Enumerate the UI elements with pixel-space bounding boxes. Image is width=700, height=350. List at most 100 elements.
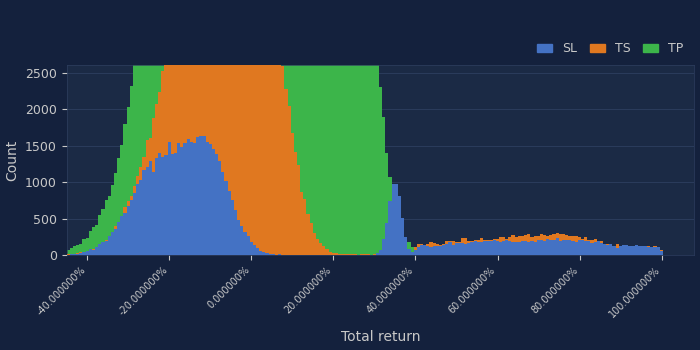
Bar bbox=[313, 0, 316, 255]
Bar bbox=[155, 104, 158, 255]
Bar bbox=[319, 243, 322, 255]
Bar bbox=[493, 239, 496, 255]
Bar bbox=[562, 239, 565, 255]
Bar bbox=[468, 243, 470, 255]
Bar bbox=[328, 0, 332, 255]
Bar bbox=[272, 0, 275, 255]
Bar bbox=[543, 240, 546, 255]
Bar bbox=[372, 254, 376, 255]
Bar bbox=[190, 0, 193, 255]
Bar bbox=[512, 241, 514, 255]
Bar bbox=[196, 137, 200, 255]
Bar bbox=[303, 199, 307, 255]
Bar bbox=[183, 143, 187, 255]
Bar bbox=[426, 246, 430, 255]
Bar bbox=[575, 236, 577, 255]
Bar bbox=[237, 0, 240, 255]
Bar bbox=[281, 66, 284, 255]
Bar bbox=[161, 71, 164, 255]
Bar bbox=[609, 244, 612, 255]
Bar bbox=[290, 0, 294, 255]
Bar bbox=[174, 0, 177, 255]
Bar bbox=[234, 0, 237, 255]
Bar bbox=[587, 240, 590, 255]
Bar bbox=[73, 254, 76, 255]
Bar bbox=[158, 0, 161, 255]
Bar bbox=[496, 240, 499, 255]
Bar bbox=[199, 0, 202, 255]
Bar bbox=[228, 0, 231, 255]
Bar bbox=[104, 201, 108, 255]
Bar bbox=[202, 136, 206, 255]
Bar bbox=[596, 241, 600, 255]
Bar bbox=[225, 0, 228, 255]
Bar bbox=[366, 0, 370, 255]
Bar bbox=[240, 0, 244, 255]
Bar bbox=[430, 242, 433, 255]
Bar bbox=[146, 167, 148, 255]
Bar bbox=[187, 0, 190, 255]
Bar bbox=[70, 248, 73, 255]
Bar bbox=[644, 246, 647, 255]
Bar bbox=[202, 0, 206, 255]
Bar bbox=[215, 0, 218, 255]
Bar bbox=[102, 209, 104, 255]
Bar bbox=[196, 0, 200, 255]
Bar bbox=[540, 240, 543, 255]
Bar bbox=[83, 239, 85, 255]
Bar bbox=[309, 0, 313, 255]
Bar bbox=[521, 237, 524, 255]
Bar bbox=[240, 0, 244, 255]
Bar bbox=[458, 242, 461, 255]
Bar bbox=[133, 193, 136, 255]
Bar bbox=[190, 0, 193, 255]
Bar bbox=[596, 243, 600, 255]
Bar bbox=[218, 161, 221, 255]
Bar bbox=[420, 252, 424, 255]
Bar bbox=[250, 243, 253, 255]
Bar bbox=[95, 225, 98, 255]
Bar bbox=[212, 149, 215, 255]
Bar bbox=[430, 247, 433, 255]
Bar bbox=[631, 246, 634, 255]
Bar bbox=[625, 246, 628, 255]
Bar bbox=[653, 246, 657, 255]
Bar bbox=[70, 254, 73, 255]
Bar bbox=[272, 254, 275, 255]
Bar bbox=[244, 0, 246, 255]
Bar bbox=[102, 242, 104, 255]
Bar bbox=[556, 233, 559, 255]
Bar bbox=[322, 0, 326, 255]
Bar bbox=[594, 242, 596, 255]
Bar bbox=[284, 89, 288, 255]
Bar bbox=[638, 246, 640, 255]
Bar bbox=[193, 0, 196, 255]
Bar bbox=[480, 238, 483, 255]
Bar bbox=[640, 248, 644, 255]
Bar bbox=[537, 236, 540, 255]
Bar bbox=[117, 158, 120, 255]
Bar bbox=[76, 254, 79, 255]
Bar bbox=[391, 197, 395, 255]
Bar bbox=[568, 236, 571, 255]
Bar bbox=[66, 250, 70, 255]
Bar bbox=[297, 165, 300, 255]
Bar bbox=[209, 0, 212, 255]
Bar bbox=[502, 241, 505, 255]
Bar bbox=[464, 244, 468, 255]
Bar bbox=[127, 206, 130, 255]
Bar bbox=[142, 170, 146, 255]
Bar bbox=[575, 242, 577, 255]
Bar bbox=[290, 133, 294, 255]
Bar bbox=[148, 0, 152, 255]
Bar bbox=[628, 247, 631, 255]
Bar bbox=[171, 30, 174, 255]
Bar bbox=[300, 192, 303, 255]
Bar bbox=[332, 0, 335, 255]
Bar bbox=[89, 231, 92, 255]
Bar bbox=[562, 234, 565, 255]
Bar bbox=[445, 244, 449, 255]
Bar bbox=[259, 0, 262, 255]
Bar bbox=[619, 247, 622, 255]
Bar bbox=[600, 241, 603, 255]
